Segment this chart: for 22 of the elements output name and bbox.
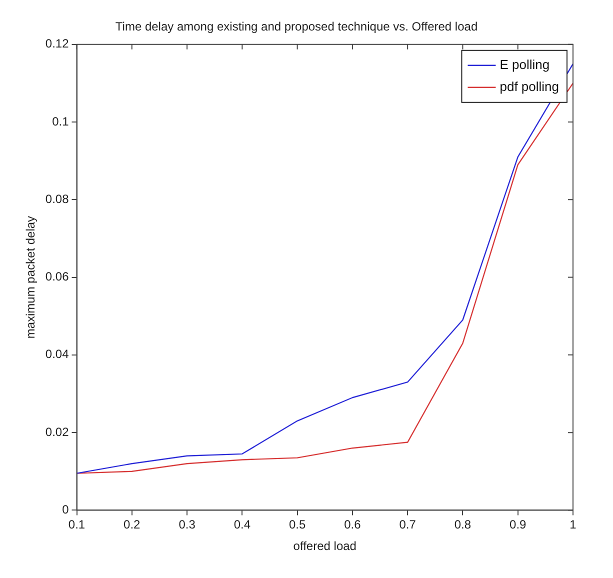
x-tick-label: 0.3 [178, 518, 196, 532]
x-tick-label: 0.9 [510, 518, 527, 532]
x-tick-label: 0.1 [68, 518, 86, 532]
y-tick-label: 0.12 [45, 36, 70, 51]
y-tick-label: 0.02 [45, 424, 70, 439]
x-tick-label: 0.5 [288, 518, 306, 532]
x-tick-label: 1 [570, 518, 577, 532]
x-tick-label: 0.6 [344, 518, 362, 532]
y-tick-label: 0.1 [52, 114, 70, 128]
y-tick-label: 0 [62, 502, 70, 517]
y-tick-label: 0.04 [45, 347, 70, 362]
x-tick-label: 0.4 [234, 518, 251, 532]
y-tick-label: 0.06 [45, 270, 70, 284]
y-tick-label: 0.08 [45, 192, 70, 206]
legend-label: pdf polling [500, 78, 560, 94]
x-tick-label: 0.7 [399, 518, 416, 532]
legend-label: E polling [500, 56, 550, 72]
x-axis-title: offered load [293, 539, 356, 554]
y-axis-title: maximum packet delay [24, 216, 38, 339]
x-tick-label: 0.2 [124, 518, 141, 532]
x-tick-label: 0.8 [454, 518, 472, 532]
chart-title: Time delay among existing and proposed technique vs. Offered load [115, 20, 478, 34]
